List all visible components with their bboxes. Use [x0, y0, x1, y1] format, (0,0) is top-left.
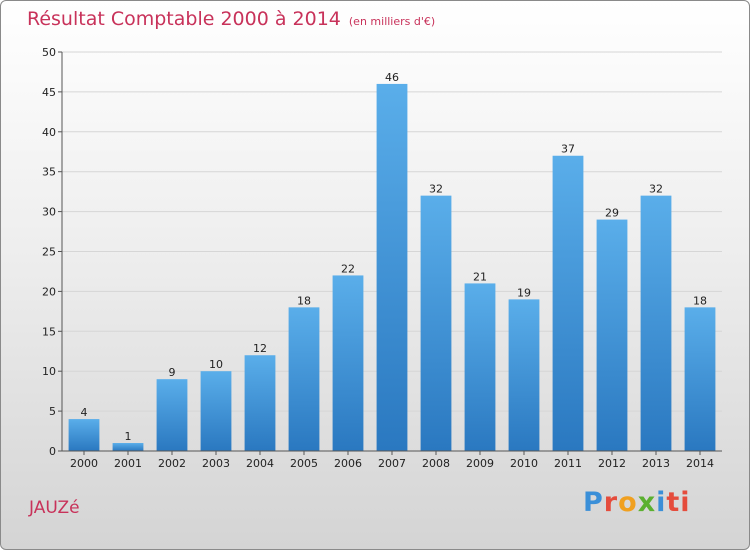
- bar-2004: [244, 355, 276, 451]
- chart-title-text: Résultat Comptable 2000 à 2014: [27, 8, 341, 30]
- chart-subtitle: (en milliers d'€): [348, 15, 436, 28]
- value-label-2014: 18: [693, 294, 707, 307]
- x-tick-label-2012: 2012: [598, 457, 626, 470]
- y-tick-label: 20: [42, 285, 56, 298]
- bar-2012: [596, 219, 628, 451]
- value-label-2004: 12: [253, 342, 267, 355]
- bar-2014: [684, 307, 716, 451]
- value-label-2013: 32: [649, 183, 663, 196]
- logo-letter: r: [603, 487, 619, 518]
- y-tick-label: 5: [49, 405, 56, 418]
- x-tick-label-2014: 2014: [686, 457, 714, 470]
- x-tick-label-2000: 2000: [70, 457, 98, 470]
- value-label-2005: 18: [297, 294, 311, 307]
- logo-letter: o: [618, 487, 638, 518]
- bar-2011: [552, 155, 584, 452]
- bar-2010: [508, 299, 540, 451]
- logo-letter: x: [637, 487, 657, 518]
- logo-letter: i: [656, 487, 667, 518]
- logo-letter: ti: [666, 487, 691, 518]
- x-tick-label-2009: 2009: [466, 457, 494, 470]
- bar-2013: [640, 195, 672, 451]
- value-label-2002: 9: [169, 366, 176, 379]
- bar-2003: [200, 371, 232, 451]
- value-label-2010: 19: [517, 286, 531, 299]
- bar-2007: [376, 83, 408, 452]
- value-label-2003: 10: [209, 358, 223, 371]
- x-tick-label-2003: 2003: [202, 457, 230, 470]
- y-tick-label: 15: [42, 325, 56, 338]
- x-tick-label-2007: 2007: [378, 457, 406, 470]
- commune-name: JAUZé: [29, 498, 80, 518]
- y-tick-label: 10: [42, 365, 56, 378]
- bar-2008: [420, 195, 452, 451]
- y-tick-label: 30: [42, 206, 56, 219]
- value-label-2012: 29: [605, 207, 619, 220]
- value-label-2006: 22: [341, 262, 355, 275]
- x-tick-label-2002: 2002: [158, 457, 186, 470]
- value-label-2001: 1: [125, 430, 132, 443]
- y-tick-label: 50: [42, 46, 56, 59]
- value-label-2011: 37: [561, 143, 575, 156]
- value-label-2000: 4: [81, 406, 88, 419]
- x-tick-label-2008: 2008: [422, 457, 450, 470]
- x-tick-label-2006: 2006: [334, 457, 362, 470]
- y-tick-label: 40: [42, 126, 56, 139]
- bar-2006: [332, 275, 364, 451]
- x-tick-label-2011: 2011: [554, 457, 582, 470]
- y-tick-label: 25: [42, 246, 56, 259]
- value-label-2008: 32: [429, 183, 443, 196]
- y-tick-label: 45: [42, 86, 56, 99]
- value-label-2009: 21: [473, 270, 487, 283]
- chart-title: Résultat Comptable 2000 à 2014 (en millie…: [27, 8, 435, 30]
- x-tick-label-2010: 2010: [510, 457, 538, 470]
- x-tick-label-2001: 2001: [114, 457, 142, 470]
- bar-2000: [68, 419, 100, 451]
- bar-2001: [112, 443, 144, 451]
- x-tick-label-2004: 2004: [246, 457, 274, 470]
- bar-2009: [464, 283, 496, 451]
- y-tick-label: 35: [42, 166, 56, 179]
- x-tick-label-2005: 2005: [290, 457, 318, 470]
- logo-letter: P: [583, 487, 604, 518]
- y-tick-label: 0: [49, 445, 56, 458]
- proxiti-logo[interactable]: Proxiti: [583, 487, 691, 518]
- bar-2005: [288, 307, 320, 451]
- x-tick-label-2013: 2013: [642, 457, 670, 470]
- bar-2002: [156, 379, 188, 451]
- value-label-2007: 46: [385, 71, 399, 84]
